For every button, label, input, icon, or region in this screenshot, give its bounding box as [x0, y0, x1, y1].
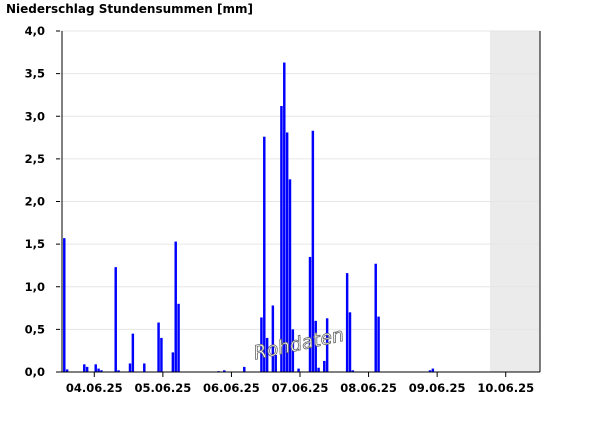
bar: [171, 352, 175, 372]
y-tick-label: 2,5: [25, 152, 45, 166]
bar: [128, 363, 132, 372]
bar: [314, 320, 317, 372]
bar: [177, 303, 180, 372]
bar: [83, 364, 86, 372]
bar: [274, 354, 277, 372]
bar: [325, 318, 329, 372]
bar: [94, 364, 97, 372]
y-tick-label: 3,0: [25, 109, 45, 123]
bar: [223, 370, 226, 372]
y-tick-label: 1,0: [25, 280, 45, 294]
bar: [100, 370, 103, 372]
y-tick-label: 4,0: [25, 24, 45, 38]
bar: [317, 367, 320, 372]
bar: [114, 267, 117, 372]
bar: [265, 337, 269, 372]
bar: [351, 370, 355, 372]
bar: [288, 179, 292, 372]
bar: [160, 337, 163, 372]
bar: [291, 329, 295, 372]
bar: [174, 241, 177, 372]
bar: [311, 130, 315, 372]
bar: [428, 370, 432, 372]
bar: [348, 312, 352, 372]
bar: [243, 366, 246, 372]
bar: [157, 322, 160, 372]
watermark: Rohdaten: [252, 324, 346, 365]
x-tick-label: 08.06.25: [340, 381, 397, 395]
bar: [65, 369, 69, 372]
x-tick-label: 05.06.25: [134, 381, 191, 395]
bar: [280, 106, 283, 373]
y-tick-label: 0,5: [25, 322, 45, 336]
bar: [374, 263, 377, 372]
bar: [323, 360, 326, 372]
x-tick-label: 10.06.25: [477, 381, 534, 395]
bar: [285, 132, 289, 372]
bar: [85, 366, 89, 372]
chart-title: Niederschlag Stundensummen [mm]: [6, 2, 253, 16]
x-tick-label: 07.06.25: [272, 381, 329, 395]
y-tick-label: 3,5: [25, 67, 45, 81]
y-tick-label: 1,5: [25, 237, 45, 251]
bar: [260, 317, 263, 372]
y-tick-label: 0,0: [25, 365, 45, 379]
bar: [308, 256, 312, 372]
bar: [345, 273, 349, 372]
bar: [263, 136, 266, 372]
y-tick-label: 2,0: [25, 195, 45, 209]
x-tick-label: 09.06.25: [409, 381, 466, 395]
bar: [283, 62, 286, 372]
bar: [297, 368, 300, 372]
bar: [271, 305, 275, 372]
bar: [143, 363, 146, 372]
bar: [117, 370, 120, 372]
bar: [377, 316, 380, 372]
x-tick-label: 06.06.25: [203, 381, 260, 395]
bar: [97, 368, 100, 372]
bar: [63, 238, 66, 372]
bar: [131, 333, 135, 372]
bar: [431, 368, 435, 372]
x-tick-label: 04.06.25: [66, 381, 123, 395]
